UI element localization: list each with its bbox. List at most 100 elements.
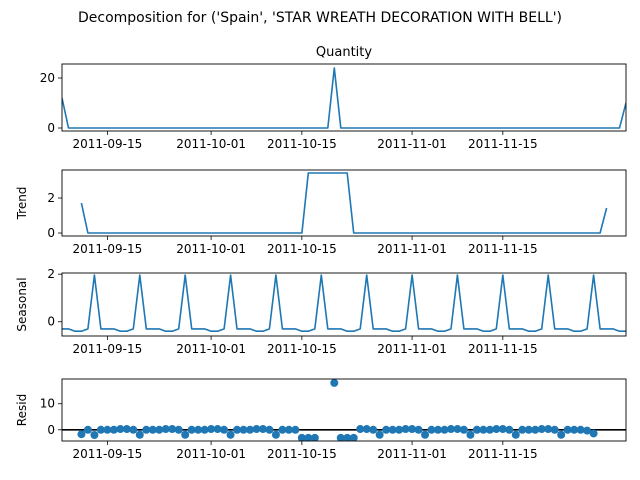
resid-point [505, 425, 514, 434]
resid-point [395, 425, 404, 434]
resid-point [233, 425, 242, 434]
resid-point [459, 425, 468, 434]
resid-point [343, 433, 352, 441]
series-line [62, 274, 626, 332]
resid-point [246, 425, 254, 434]
x-tick-label: 2011-10-15 [267, 242, 337, 256]
resid-point [544, 425, 553, 434]
y-tick-label: 0 [47, 226, 55, 240]
resid-point [129, 425, 138, 434]
y-tick-label: 20 [40, 71, 55, 85]
x-tick-label: 2011-09-15 [73, 242, 143, 256]
resid-point [239, 425, 248, 434]
x-tick-label: 2011-11-15 [468, 342, 538, 356]
x-tick-label: 2011-09-15 [73, 137, 143, 151]
resid-point [265, 425, 274, 434]
resid-point [122, 425, 131, 434]
panel-2-data [80, 172, 608, 234]
resid-point [252, 425, 261, 434]
resid-point [271, 430, 280, 439]
y-tick-label: 10 [40, 397, 55, 411]
resid-point [479, 425, 488, 434]
panel-1: 2011-09-15 2011-10-01 2011-10-15 2011-11-01… [40, 45, 627, 151]
resid-point [284, 425, 293, 434]
resid-point [511, 430, 520, 439]
resid-point [563, 425, 572, 434]
resid-point [135, 430, 144, 439]
resid-point [194, 425, 203, 434]
resid-point [96, 425, 105, 434]
resid-point [116, 425, 125, 434]
resid-point [388, 425, 397, 434]
x-tick-label: 2011-10-15 [267, 342, 337, 356]
resid-point [498, 425, 507, 434]
panel-4-data [62, 379, 626, 441]
resid-point [492, 425, 501, 434]
resid-point [220, 425, 229, 434]
resid-point [148, 425, 157, 434]
resid-point [200, 425, 209, 434]
figure-suptitle: Decomposition for ('Spain', 'STAR WREATH… [78, 10, 562, 26]
resid-point [446, 425, 455, 434]
axes-frame [61, 169, 627, 237]
resid-point [583, 426, 592, 435]
x-tick-label: 2011-09-15 [73, 447, 143, 461]
x-tick-label: 2011-11-01 [377, 342, 447, 356]
panel-2: 2011-09-15 2011-10-01 2011-10-15 2011-11-01… [15, 169, 627, 256]
resid-point [109, 425, 118, 434]
series-line [80, 172, 608, 234]
resid-point [427, 425, 436, 434]
resid-point [576, 425, 585, 434]
panel-4: 2011-09-15 2011-10-01 2011-10-15 2011-11-01… [15, 378, 627, 461]
resid-point [589, 429, 598, 438]
resid-point [349, 433, 358, 441]
resid-point [187, 425, 196, 434]
y-tick-label: 0 [47, 315, 55, 329]
x-tick-label: 2011-10-15 [267, 447, 337, 461]
y-tick-label: 2 [47, 191, 55, 205]
resid-point [181, 430, 190, 439]
resid-point [518, 425, 527, 434]
x-tick-label: 2011-09-15 [73, 342, 143, 356]
resid-point [401, 425, 410, 434]
y-axis-label: Resid [15, 394, 29, 426]
resid-point [531, 425, 540, 434]
x-tick-label: 2011-11-15 [468, 137, 538, 151]
resid-point [369, 425, 378, 434]
panel-3: 2011-09-15 2011-10-01 2011-10-15 2011-11-01… [15, 267, 627, 356]
x-tick-label: 2011-11-15 [468, 447, 538, 461]
y-axis-label: Trend [15, 187, 29, 221]
resid-point [207, 425, 216, 434]
x-tick-label: 2011-10-01 [176, 242, 246, 256]
series-line [62, 67, 626, 129]
resid-point [472, 425, 481, 434]
x-tick-label: 2011-11-01 [377, 137, 447, 151]
resid-point [258, 425, 267, 434]
resid-point [524, 425, 533, 434]
x-tick-label: 2011-11-15 [468, 242, 538, 256]
resid-point [226, 430, 235, 439]
x-tick-label: 2011-10-15 [267, 137, 337, 151]
resid-point [304, 433, 313, 441]
x-tick-label: 2011-10-01 [176, 447, 246, 461]
panel-title: Quantity [316, 45, 372, 60]
y-tick-label: 2 [47, 267, 55, 281]
axes-frame [61, 63, 627, 132]
resid-point [557, 430, 566, 439]
resid-point [453, 425, 462, 434]
axes-frame [61, 378, 627, 442]
resid-point [356, 425, 365, 434]
resid-point [291, 425, 300, 434]
resid-point [142, 425, 151, 434]
x-tick-label: 2011-10-01 [176, 342, 246, 356]
x-tick-label: 2011-11-01 [377, 447, 447, 461]
resid-point [83, 425, 92, 434]
resid-point [155, 425, 164, 434]
resid-point [408, 425, 417, 434]
y-axis-label: Seasonal [15, 277, 29, 331]
resid-point [382, 425, 391, 434]
panel-3-data [62, 274, 626, 332]
resid-point [414, 425, 423, 434]
resid-point [310, 433, 319, 441]
